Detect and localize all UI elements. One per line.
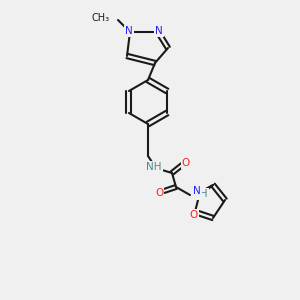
Text: O: O [190, 210, 198, 220]
Text: O: O [182, 158, 190, 168]
Text: N: N [155, 26, 163, 36]
Text: N: N [125, 26, 133, 36]
Text: O: O [155, 188, 163, 198]
Text: CH₃: CH₃ [92, 13, 110, 23]
Text: NH: NH [192, 189, 208, 199]
Text: NH: NH [146, 162, 162, 172]
Text: N: N [193, 186, 201, 196]
